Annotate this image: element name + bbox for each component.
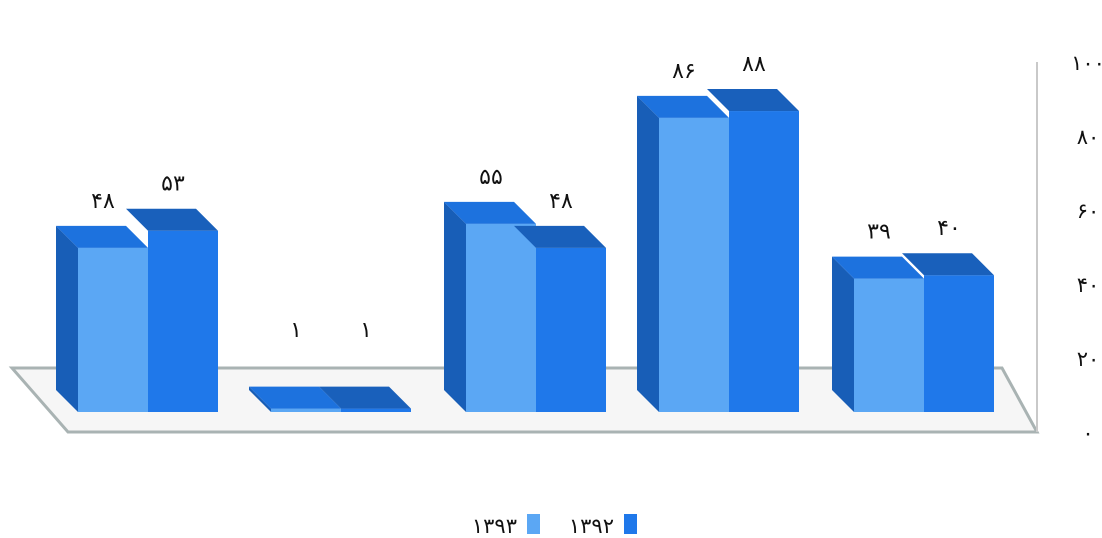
y-tick-label: ۱۰۰	[1071, 51, 1102, 75]
data-label: ۵۳	[161, 172, 185, 197]
bar	[56, 225, 148, 412]
bar-front-face	[854, 278, 924, 412]
bar	[319, 386, 411, 412]
bar-front-face	[729, 111, 799, 412]
bar	[514, 225, 606, 412]
bar-side-face	[637, 95, 659, 412]
bar-top-face	[637, 95, 729, 118]
data-label: ۳۹	[867, 220, 891, 245]
data-label: ۸۶	[672, 59, 696, 84]
bar-side-face	[56, 225, 78, 412]
y-axis: ۰ ۲۰ ۴۰ ۶۰ ۸۰ ۱۰۰	[1036, 51, 1102, 445]
data-label: ۴۰	[937, 216, 961, 241]
legend: ۱۳۹۳ ۱۳۹۲	[472, 514, 637, 538]
bar	[832, 256, 924, 412]
bar-top-face	[56, 225, 148, 248]
legend-swatch	[527, 514, 540, 534]
data-label: ۱	[290, 318, 302, 343]
y-tick-label: ۰	[1082, 421, 1093, 445]
bar	[249, 386, 341, 412]
bar-front-face	[466, 223, 536, 412]
y-tick-label: ۸۰	[1077, 125, 1100, 149]
bar	[637, 95, 729, 412]
data-labels: ۴۸ ۵۳ ۱ ۱ ۵۵ ۴۸ ۸۶ ۸۸ ۳۹ ۴۰	[91, 52, 961, 343]
legend-label: ۱۳۹۳	[472, 514, 517, 538]
legend-swatch	[624, 514, 637, 534]
bar-side-face	[444, 201, 466, 412]
bars	[56, 89, 994, 412]
y-tick-label: ۶۰	[1077, 199, 1100, 223]
bar-top-face	[249, 386, 341, 409]
data-label: ۱	[360, 318, 372, 343]
bar-front-face	[148, 230, 218, 412]
data-label: ۴۸	[549, 189, 573, 214]
bar-top-face	[902, 253, 994, 276]
bar-top-face	[514, 225, 606, 248]
data-label: ۵۵	[479, 165, 503, 190]
y-tick-label: ۴۰	[1077, 273, 1100, 297]
bar	[902, 253, 994, 412]
bar-side-face	[832, 256, 854, 412]
bar-top-face	[319, 386, 411, 409]
bar-front-face	[341, 408, 411, 412]
bar-front-face	[78, 247, 148, 412]
bar-side-face	[249, 386, 271, 412]
bar	[707, 89, 799, 412]
data-label: ۸۸	[742, 52, 766, 77]
bar-top-face	[444, 201, 536, 224]
bar-front-face	[271, 408, 341, 412]
bar	[126, 208, 218, 412]
bar-top-face	[126, 208, 218, 231]
data-label: ۴۸	[91, 189, 115, 214]
bar-top-face	[707, 89, 799, 112]
bar	[444, 201, 536, 412]
bar-front-face	[659, 117, 729, 412]
bar-top-face	[832, 256, 924, 279]
bar-front-face	[536, 247, 606, 412]
y-tick-label: ۲۰	[1077, 347, 1100, 371]
bar-front-face	[924, 275, 994, 412]
legend-label: ۱۳۹۲	[569, 514, 614, 538]
